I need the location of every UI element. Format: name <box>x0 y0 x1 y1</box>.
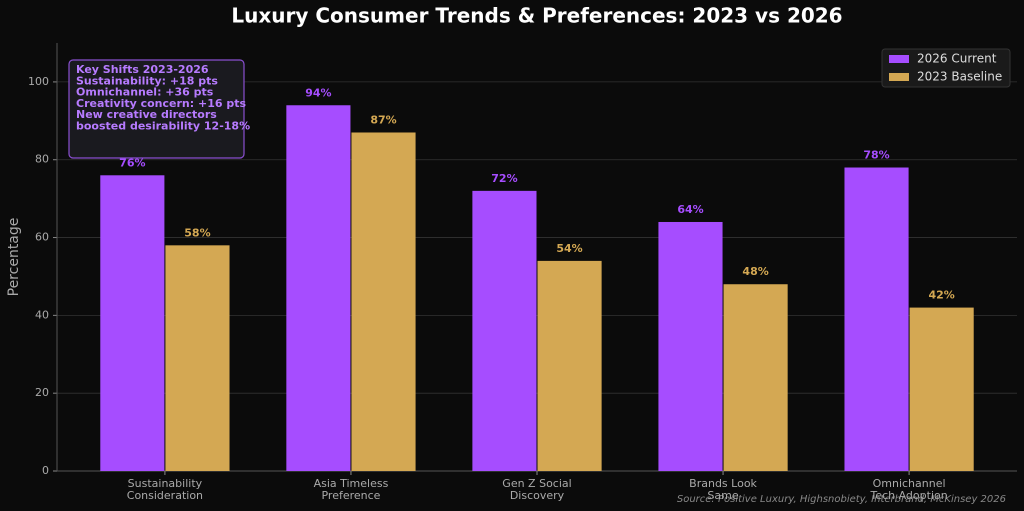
value-label: 72% <box>491 172 517 185</box>
bar <box>537 260 602 471</box>
source-note: Source: Positive Luxury, Highsnobiety, I… <box>677 494 1006 505</box>
legend-swatch <box>889 73 909 81</box>
bar <box>658 221 723 471</box>
x-tick-label: Brands Look Same <box>689 477 757 502</box>
value-label: 78% <box>863 149 889 162</box>
bar <box>723 284 788 471</box>
annotation-box <box>68 59 245 159</box>
bar <box>100 175 165 472</box>
bar <box>286 105 351 471</box>
value-label: 64% <box>677 203 703 216</box>
y-tick-label: 80 <box>35 153 49 166</box>
value-label: 58% <box>184 226 210 239</box>
x-tick-label: Gen Z Social Discovery <box>502 477 571 502</box>
legend-swatch <box>889 55 909 63</box>
bar <box>472 190 537 471</box>
y-tick-label: 100 <box>28 75 49 88</box>
value-label: 87% <box>370 113 396 126</box>
value-label: 42% <box>928 289 954 302</box>
chart-title: Luxury Consumer Trends & Preferences: 20… <box>231 4 842 28</box>
bar <box>351 132 416 471</box>
y-axis-label: Percentage <box>6 218 22 297</box>
annotation: Key Shifts 2023-2026 Sustainability: +18 … <box>76 63 250 133</box>
bar <box>165 245 230 471</box>
value-label: 54% <box>556 242 582 255</box>
x-tick-label: Asia Timeless Preference <box>314 477 389 502</box>
bar <box>844 167 909 471</box>
value-label: 94% <box>305 86 331 99</box>
legend-label: 2026 Current <box>917 52 997 66</box>
y-tick-label: 40 <box>35 308 49 321</box>
legend-label: 2023 Baseline <box>917 70 1002 84</box>
bar <box>909 307 974 471</box>
x-tick-label: Omnichannel Tech Adoption <box>869 477 947 502</box>
x-tick-label: Sustainability Consideration <box>127 477 203 502</box>
y-tick-label: 20 <box>35 386 49 399</box>
y-tick-label: 60 <box>35 231 49 244</box>
y-tick-label: 0 <box>42 464 49 477</box>
value-label: 76% <box>119 156 145 169</box>
legend-box <box>881 48 1011 88</box>
value-label: 48% <box>742 265 768 278</box>
